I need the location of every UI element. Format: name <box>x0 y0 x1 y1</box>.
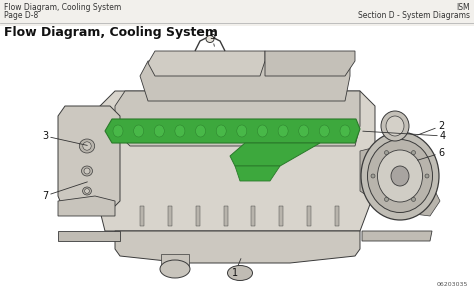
Text: Flow Diagram, Cooling System: Flow Diagram, Cooling System <box>4 26 218 39</box>
Ellipse shape <box>83 142 91 150</box>
Ellipse shape <box>371 174 375 178</box>
Bar <box>335 206 339 226</box>
Ellipse shape <box>196 125 206 137</box>
Polygon shape <box>362 231 432 241</box>
Bar <box>140 206 144 226</box>
Ellipse shape <box>384 197 389 201</box>
Polygon shape <box>148 51 265 76</box>
Ellipse shape <box>160 260 190 278</box>
Bar <box>251 206 255 226</box>
Text: 3: 3 <box>42 131 87 146</box>
Ellipse shape <box>377 150 422 202</box>
Text: 06203035: 06203035 <box>437 282 468 287</box>
Text: 1: 1 <box>232 259 241 278</box>
Ellipse shape <box>384 151 389 155</box>
Ellipse shape <box>361 132 439 220</box>
Ellipse shape <box>79 139 95 153</box>
Ellipse shape <box>113 125 123 137</box>
Ellipse shape <box>84 168 90 174</box>
Ellipse shape <box>278 125 288 137</box>
Polygon shape <box>95 91 375 231</box>
Ellipse shape <box>228 265 253 281</box>
Ellipse shape <box>82 187 91 195</box>
Ellipse shape <box>381 111 409 141</box>
Polygon shape <box>265 51 355 76</box>
Ellipse shape <box>411 151 416 155</box>
Polygon shape <box>58 231 120 241</box>
Polygon shape <box>230 143 320 166</box>
Ellipse shape <box>391 166 409 186</box>
Ellipse shape <box>411 197 416 201</box>
Bar <box>224 206 228 226</box>
Text: 4: 4 <box>363 131 446 141</box>
Polygon shape <box>235 166 280 181</box>
Ellipse shape <box>319 125 329 137</box>
Ellipse shape <box>386 116 404 136</box>
Text: Section D - System Diagrams: Section D - System Diagrams <box>358 11 470 20</box>
Ellipse shape <box>237 125 247 137</box>
Text: 6: 6 <box>418 148 444 160</box>
Bar <box>168 206 172 226</box>
Polygon shape <box>115 91 360 146</box>
Ellipse shape <box>367 139 432 212</box>
Bar <box>307 206 311 226</box>
Text: 7: 7 <box>42 182 87 201</box>
Polygon shape <box>58 196 115 216</box>
Text: Page D-8: Page D-8 <box>4 11 38 20</box>
Ellipse shape <box>206 36 214 42</box>
Bar <box>0 0 474 26</box>
Polygon shape <box>105 119 360 143</box>
Polygon shape <box>360 146 440 216</box>
Bar <box>279 206 283 226</box>
Ellipse shape <box>175 125 185 137</box>
Polygon shape <box>115 231 360 263</box>
Polygon shape <box>58 106 120 206</box>
Text: Flow Diagram, Cooling System: Flow Diagram, Cooling System <box>4 3 121 12</box>
Ellipse shape <box>82 166 92 176</box>
Text: 2: 2 <box>418 121 444 135</box>
Text: 5: 5 <box>209 31 215 46</box>
Bar <box>161 254 189 266</box>
Ellipse shape <box>425 174 429 178</box>
Ellipse shape <box>84 189 90 194</box>
Ellipse shape <box>134 125 144 137</box>
Bar <box>196 206 200 226</box>
Ellipse shape <box>216 125 226 137</box>
Bar <box>0 39 474 291</box>
Polygon shape <box>140 61 350 101</box>
Text: ISM: ISM <box>456 3 470 12</box>
Ellipse shape <box>299 125 309 137</box>
Ellipse shape <box>257 125 267 137</box>
Ellipse shape <box>340 125 350 137</box>
Ellipse shape <box>154 125 164 137</box>
